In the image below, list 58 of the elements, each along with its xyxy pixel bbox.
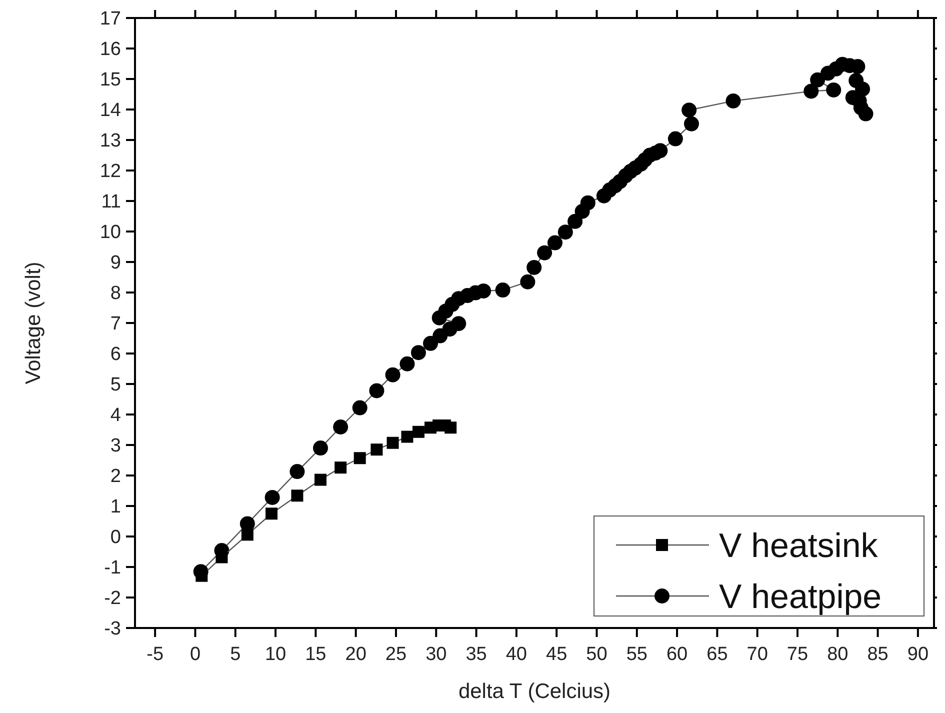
x-tick-label: 25 [385, 644, 407, 665]
y-tick-label: 12 [100, 161, 121, 182]
y-tick-label: -3 [104, 618, 121, 640]
point [216, 551, 228, 564]
x-tick-label: 70 [746, 644, 768, 665]
point [334, 462, 347, 474]
y-tick-label: 14 [100, 100, 122, 122]
point [386, 436, 399, 449]
x-tick-label: 85 [867, 644, 888, 665]
point [401, 430, 414, 443]
y-tick-label: 17 [100, 8, 121, 30]
y-tick-label: 7 [110, 314, 121, 335]
x-tick-label: 30 [426, 644, 447, 665]
y-tick-label: 6 [110, 344, 121, 366]
x-tick-label: 80 [827, 644, 848, 665]
x-tick-label: 15 [305, 644, 326, 665]
y-tick-label: 16 [100, 39, 121, 60]
x-tick-label: 35 [466, 644, 487, 665]
y-tick-label: 8 [110, 283, 121, 304]
y-tick-label: 4 [110, 405, 122, 426]
point [370, 444, 383, 456]
x-tick-label: 10 [264, 644, 286, 665]
x-tick-label: 75 [786, 644, 808, 665]
point [314, 474, 326, 486]
point [354, 452, 366, 464]
y-tick-label: 13 [100, 130, 121, 152]
y-tick-label: 5 [110, 374, 121, 396]
point [196, 570, 208, 582]
x-tick-label: 45 [546, 644, 568, 665]
x-tick-label: 60 [666, 644, 688, 665]
y-tick-label: 15 [100, 70, 121, 91]
x-tick-label: 40 [506, 644, 527, 665]
y-tick-label: 2 [110, 466, 121, 488]
x-axis-title: delta T (Celcius) [458, 680, 611, 703]
y-tick-label: -1 [104, 558, 121, 579]
y-tick-label: -2 [104, 588, 121, 610]
x-tick-label: 55 [626, 644, 648, 665]
x-tick-label: 0 [190, 644, 201, 665]
x-tick-label: 5 [230, 644, 241, 665]
y-tick-label: 10 [100, 222, 121, 244]
y-axis-title: Voltage (volt) [22, 262, 45, 384]
y-tick-label: 0 [110, 527, 121, 548]
legend-label: V heatsink [719, 526, 879, 565]
y-tick-label: 3 [110, 436, 121, 457]
x-tick-label: 90 [907, 644, 929, 665]
point [241, 528, 254, 541]
x-tick-label: -5 [146, 644, 164, 665]
point [412, 426, 424, 438]
x-tick-label: 50 [586, 644, 608, 665]
point [444, 422, 457, 434]
point [291, 490, 304, 502]
x-tick-label: 65 [706, 644, 728, 665]
y-tick-label: 9 [110, 252, 121, 274]
y-tick-label: 1 [110, 496, 121, 518]
legend-label: V heatpipe [719, 578, 882, 616]
point [266, 508, 278, 520]
y-tick-label: 11 [101, 192, 121, 213]
x-tick-label: 20 [345, 644, 366, 665]
